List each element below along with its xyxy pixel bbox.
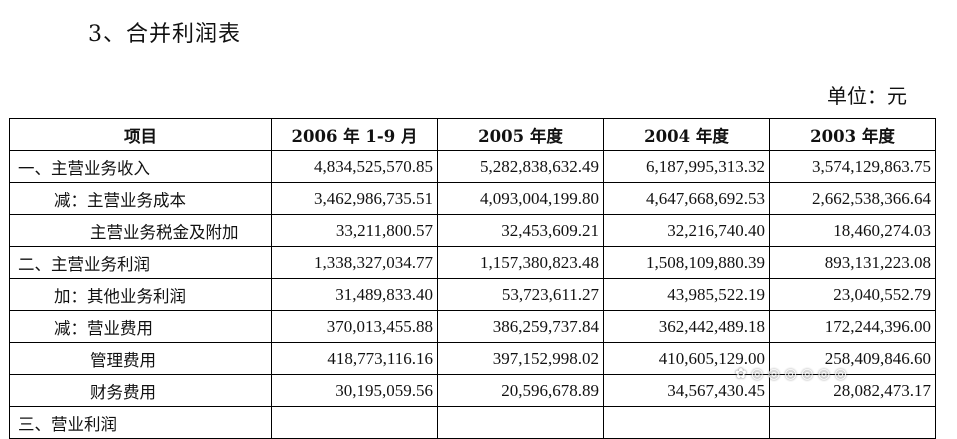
- row-value-cell: 33,211,800.57: [271, 214, 438, 247]
- table-row: 财务费用 30,195,059.56 20,596,678.89 34,567,430…: [9, 374, 936, 407]
- table-row: 加：其他业务利润 31,489,833.40 53,723,611.27 43,985…: [9, 278, 936, 311]
- table-row: 一、主营业务收入 4,834,525,570.85 5,282,838,632.49…: [9, 150, 936, 183]
- income-statement-table: 项目 2006 年 1-9 月 2005 年度 2004 年度 2003 年度 …: [9, 118, 936, 439]
- row-value-cell: 43,985,522.19: [603, 278, 770, 311]
- column-header-2006: 2006 年 1-9 月: [271, 118, 438, 151]
- column-header-2004: 2004 年度: [603, 118, 770, 151]
- row-value-cell: 1,157,380,823.48: [437, 246, 604, 279]
- row-label: 主营业务税金及附加: [9, 214, 272, 247]
- table-row: 二、主营业务利润 1,338,327,034.77 1,157,380,823.48…: [9, 246, 936, 279]
- row-value-cell: 893,131,223.08: [769, 246, 936, 279]
- row-label: 一、主营业务收入: [9, 150, 272, 183]
- row-label: 管理费用: [9, 342, 272, 375]
- table-row: 减：营业费用 370,013,455.88 386,259,737.84 362,44…: [9, 310, 936, 343]
- row-value-cell: 4,647,668,692.53: [603, 182, 770, 215]
- row-value-cell: 1,508,109,880.39: [603, 246, 770, 279]
- row-value-cell: 4,093,004,199.80: [437, 182, 604, 215]
- row-value-cell: 2,662,538,366.64: [769, 182, 936, 215]
- unit-label: 单位：元: [827, 84, 907, 108]
- row-value-cell: 31,489,833.40: [271, 278, 438, 311]
- row-value-cell: 3,462,986,735.51: [271, 182, 438, 215]
- column-header-2003: 2003 年度: [769, 118, 936, 151]
- row-value-cell: 410,605,129.00: [603, 342, 770, 375]
- row-value-cell: 23,040,552.79: [769, 278, 936, 311]
- table-row: 主营业务税金及附加 33,211,800.57 32,453,609.21 32,21…: [9, 214, 936, 247]
- row-value-cell: 370,013,455.88: [271, 310, 438, 343]
- table-row: 减：主营业务成本 3,462,986,735.51 4,093,004,199.80…: [9, 182, 936, 215]
- row-value-cell: 3,574,129,863.75: [769, 150, 936, 183]
- row-value-cell: 32,216,740.40: [603, 214, 770, 247]
- row-value-cell: 28,082,473.17: [769, 374, 936, 407]
- row-value-cell: 4,834,525,570.85: [271, 150, 438, 183]
- table-row: 管理费用 418,773,116.16 397,152,998.02 410,605,…: [9, 342, 936, 375]
- row-value-cell: 258,409,846.60: [769, 342, 936, 375]
- column-header-item: 项目: [9, 118, 272, 151]
- column-header-2005: 2005 年度: [437, 118, 604, 151]
- row-value-cell: 5,282,838,632.49: [437, 150, 604, 183]
- row-value-cell: 32,453,609.21: [437, 214, 604, 247]
- section-title: 3、合并利润表: [88, 22, 241, 47]
- row-value-cell: 1,338,327,034.77: [271, 246, 438, 279]
- row-value-cell: 18,460,274.03: [769, 214, 936, 247]
- row-value-cell: 386,259,737.84: [437, 310, 604, 343]
- row-label: 二、主营业务利润: [9, 246, 272, 279]
- row-value-cell: 397,152,998.02: [437, 342, 604, 375]
- row-value-cell: 418,773,116.16: [271, 342, 438, 375]
- watermark-logo: ✿ ◎ ◎ ◎ ◎ ◎ ◎: [735, 366, 847, 382]
- table-body: 一、主营业务收入 4,834,525,570.85 5,282,838,632.49…: [9, 150, 936, 439]
- row-label: 财务费用: [9, 374, 272, 407]
- row-label: 加：其他业务利润: [9, 278, 272, 311]
- row-label: 减：营业费用: [9, 310, 272, 343]
- table-header-row: 项目 2006 年 1-9 月 2005 年度 2004 年度 2003 年度: [9, 118, 936, 151]
- row-value-cell: 53,723,611.27: [437, 278, 604, 311]
- row-value-cell: 30,195,059.56: [271, 374, 438, 407]
- row-value-cell: 34,567,430.45: [603, 374, 770, 407]
- row-value-cell: 172,244,396.00: [769, 310, 936, 343]
- row-label: 减：主营业务成本: [9, 182, 272, 215]
- row-value-cell: 362,442,489.18: [603, 310, 770, 343]
- row-value-cell: 6,187,995,313.32: [603, 150, 770, 183]
- row-value-cell: 20,596,678.89: [437, 374, 604, 407]
